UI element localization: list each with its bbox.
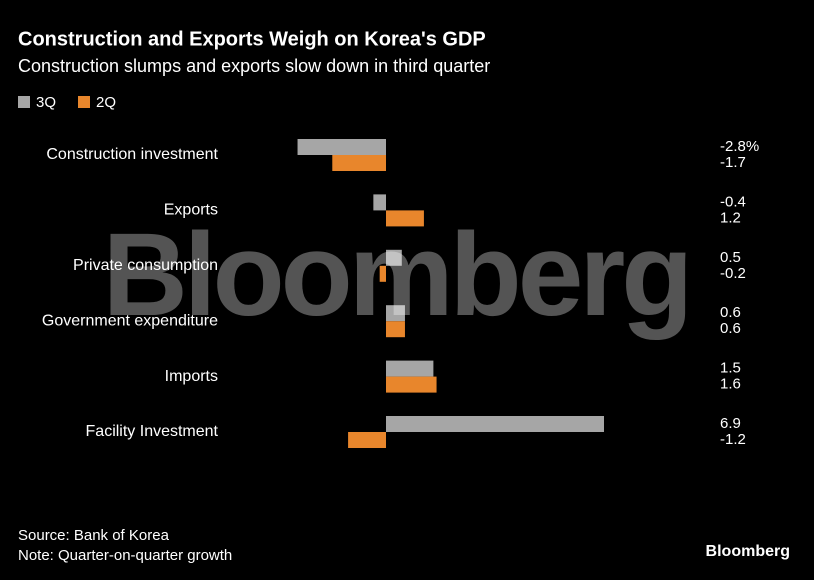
legend-swatch [18, 96, 30, 108]
category-label: Exports [164, 202, 218, 219]
bar [386, 305, 405, 322]
bar [297, 139, 386, 155]
value-label: -1.2 [720, 431, 746, 448]
bar [386, 321, 405, 338]
value-label: 1.6 [720, 376, 741, 393]
category-label: Construction investment [46, 146, 218, 163]
category-label: Government expenditure [42, 312, 218, 329]
value-label: 1.5 [720, 360, 741, 377]
value-label: -1.7 [720, 154, 746, 171]
bar [348, 432, 386, 448]
legend-label: 3Q [36, 94, 56, 111]
category-label: Facility Investment [86, 423, 219, 440]
bar [386, 210, 424, 227]
legend-label: 2Q [96, 94, 116, 111]
bar [386, 249, 402, 266]
bar [379, 265, 386, 282]
value-label: 1.2 [720, 209, 741, 226]
legend-swatch [78, 96, 90, 108]
value-label: 6.9 [720, 415, 741, 432]
value-label: 0.6 [720, 320, 741, 337]
note: Note: Quarter-on-quarter growth [18, 547, 232, 564]
value-label: -0.4 [720, 193, 746, 210]
bar [386, 376, 437, 393]
chart-title: Construction and Exports Weigh on Korea'… [18, 28, 486, 50]
value-label: 0.5 [720, 249, 741, 266]
category-label: Imports [165, 368, 218, 385]
bar [386, 360, 434, 377]
value-label: 0.6 [720, 304, 741, 321]
chart-subtitle: Construction slumps and exports slow dow… [18, 56, 490, 76]
category-label: Private consumption [73, 257, 218, 274]
bar [332, 155, 386, 171]
bar [386, 416, 604, 432]
watermark: Bloomberg [103, 209, 690, 341]
value-label: -0.2 [720, 265, 746, 282]
source: Source: Bank of Korea [18, 527, 170, 544]
bar [373, 194, 386, 211]
brand: Bloomberg [706, 543, 790, 560]
value-label: -2.8% [720, 138, 759, 155]
